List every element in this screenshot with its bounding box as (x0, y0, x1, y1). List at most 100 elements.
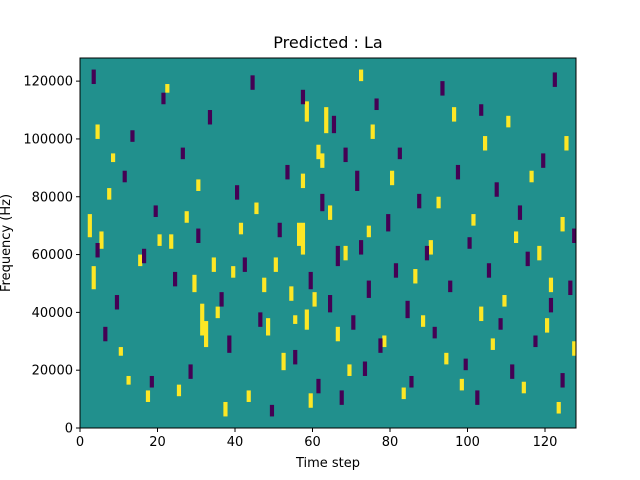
heatmap-cell-positive-55 (436, 196, 441, 209)
heatmap-cell-negative-55 (479, 104, 484, 116)
heatmap-cell-negative-12 (188, 364, 193, 379)
heatmap-cell-positive-64 (506, 115, 511, 128)
heatmap-cell-positive-0 (87, 214, 92, 238)
heatmap-cell-positive-72 (560, 216, 565, 232)
heatmap-cell-positive-70 (548, 277, 554, 293)
heatmap-cell-positive-3 (99, 231, 104, 249)
heatmap-cell-negative-53 (467, 237, 472, 249)
heatmap-cell-positive-58 (459, 378, 464, 391)
heatmap-cell-negative-4 (122, 170, 127, 183)
heatmap-cell-positive-67 (529, 170, 534, 183)
heatmap-cell-positive-26 (262, 277, 267, 293)
heatmap-cell-positive-52 (413, 269, 418, 284)
heatmap-cell-positive-69 (545, 318, 550, 333)
x-tick-label-4: 80 (382, 435, 399, 450)
heatmap-cell-positive-51 (401, 387, 406, 400)
heatmap-cell-negative-13 (196, 228, 201, 243)
heatmap-cell-positive-11 (165, 84, 170, 93)
heatmap-cell-positive-45 (347, 364, 352, 376)
heatmap-cell-negative-54 (475, 390, 480, 405)
heatmap-cell-negative-47 (424, 245, 430, 261)
heatmap-cell-negative-37 (362, 361, 368, 376)
plot-area (80, 58, 577, 428)
heatmap-cell-positive-21 (223, 401, 228, 417)
heatmap-cell-negative-50 (448, 280, 453, 293)
heatmap-cell-positive-56 (444, 352, 449, 365)
heatmap-cell-negative-67 (568, 280, 573, 296)
heatmap-cell-positive-25 (254, 202, 259, 215)
heatmap-cells (87, 69, 577, 417)
heatmap-cell-positive-44 (343, 245, 348, 261)
heatmap-cell-positive-5 (111, 153, 116, 163)
x-axis-label: Time step (295, 456, 360, 471)
heatmap-cell-positive-12 (169, 234, 174, 249)
heatmap-cell-positive-60 (479, 306, 484, 322)
heatmap-cell-positive-59 (471, 214, 476, 226)
heatmap-cell-negative-6 (142, 248, 147, 264)
heatmap-cell-positive-28 (273, 257, 278, 272)
heatmap-cell-negative-43 (397, 147, 402, 160)
heatmap-cell-negative-2 (103, 326, 108, 342)
heatmap-cell-negative-30 (331, 115, 337, 134)
heatmap-cell-negative-20 (258, 312, 263, 327)
heatmap-cell-positive-38 (312, 292, 317, 307)
heatmap-cell-positive-9 (145, 390, 151, 402)
heatmap-cell-positive-47 (366, 225, 371, 238)
heatmap-cell-negative-52 (463, 358, 468, 371)
x-tick-label-1: 20 (149, 435, 166, 450)
heatmap-cell-negative-19 (250, 75, 255, 90)
heatmap-cell-negative-0 (91, 69, 96, 85)
heatmap-cell-positive-34 (300, 173, 306, 189)
heatmap-cell-positive-33 (300, 222, 306, 255)
heatmap-cell-negative-56 (486, 263, 492, 278)
heatmap-cell-negative-15 (219, 292, 224, 307)
heatmap-cell-negative-34 (351, 315, 356, 330)
y-tick-label-0: 0 (65, 422, 73, 437)
heatmap-cell-positive-41 (324, 107, 329, 134)
x-tick-label-2: 40 (227, 435, 244, 450)
heatmap-cell-positive-30 (289, 286, 294, 301)
x-tick-label-5: 100 (455, 435, 480, 450)
heatmap-cell-positive-23 (238, 222, 244, 235)
heatmap-cell-positive-17 (200, 303, 205, 336)
chart-title: Predicted : La (273, 33, 382, 52)
heatmap-cell-positive-66 (521, 381, 526, 394)
heatmap-cell-negative-49 (440, 81, 445, 96)
heatmap-cell-negative-31 (335, 245, 340, 267)
heatmap-cell-negative-11 (180, 147, 185, 160)
heatmap-cell-positive-22 (231, 266, 236, 278)
heatmap-cell-positive-37 (308, 393, 313, 408)
y-tick-label-4: 80000 (32, 190, 73, 205)
heatmap-cell-negative-35 (355, 170, 360, 191)
heatmap-cell-negative-62 (533, 335, 538, 348)
heatmap-cell-negative-41 (386, 214, 391, 232)
heatmap-cell-positive-6 (118, 347, 123, 356)
heatmap-cell-negative-5 (130, 130, 135, 142)
heatmap-cell-positive-43 (335, 326, 340, 342)
heatmap-cell-positive-16 (196, 179, 201, 191)
heatmap-cell-negative-40 (378, 338, 383, 353)
heatmap-cell-positive-68 (537, 245, 542, 261)
heatmap-cell-positive-50 (390, 170, 395, 186)
heatmap-cell-negative-38 (366, 280, 371, 298)
heatmap-cell-positive-49 (382, 335, 387, 348)
heatmap-cell-negative-64 (548, 297, 554, 313)
heatmap-cell-negative-3 (114, 295, 120, 310)
y-axis: 0 20000 40000 60000 80000 100000 120000 (23, 75, 80, 437)
heatmap-cell-negative-59 (510, 364, 515, 379)
heatmap-cell-negative-29 (328, 295, 333, 313)
heatmap-cell-negative-57 (494, 182, 499, 197)
y-tick-label-2: 40000 (32, 306, 73, 321)
heatmap-cell-negative-42 (393, 263, 399, 278)
x-axis: 0 20 40 60 80 100 120 (76, 428, 557, 450)
heatmap-cell-positive-54 (428, 240, 433, 255)
heatmap-cell-negative-66 (560, 373, 565, 388)
heatmap-cell-positive-31 (293, 315, 298, 324)
heatmap-cell-positive-7 (126, 375, 131, 385)
heatmap-cell-positive-35 (304, 309, 309, 330)
heatmap-cell-negative-23 (285, 164, 290, 180)
heatmap-cell-negative-68 (572, 228, 577, 243)
heatmap-cell-negative-26 (308, 271, 313, 290)
heatmap-cell-positive-18 (204, 321, 209, 348)
heatmap-cell-negative-61 (525, 251, 530, 267)
